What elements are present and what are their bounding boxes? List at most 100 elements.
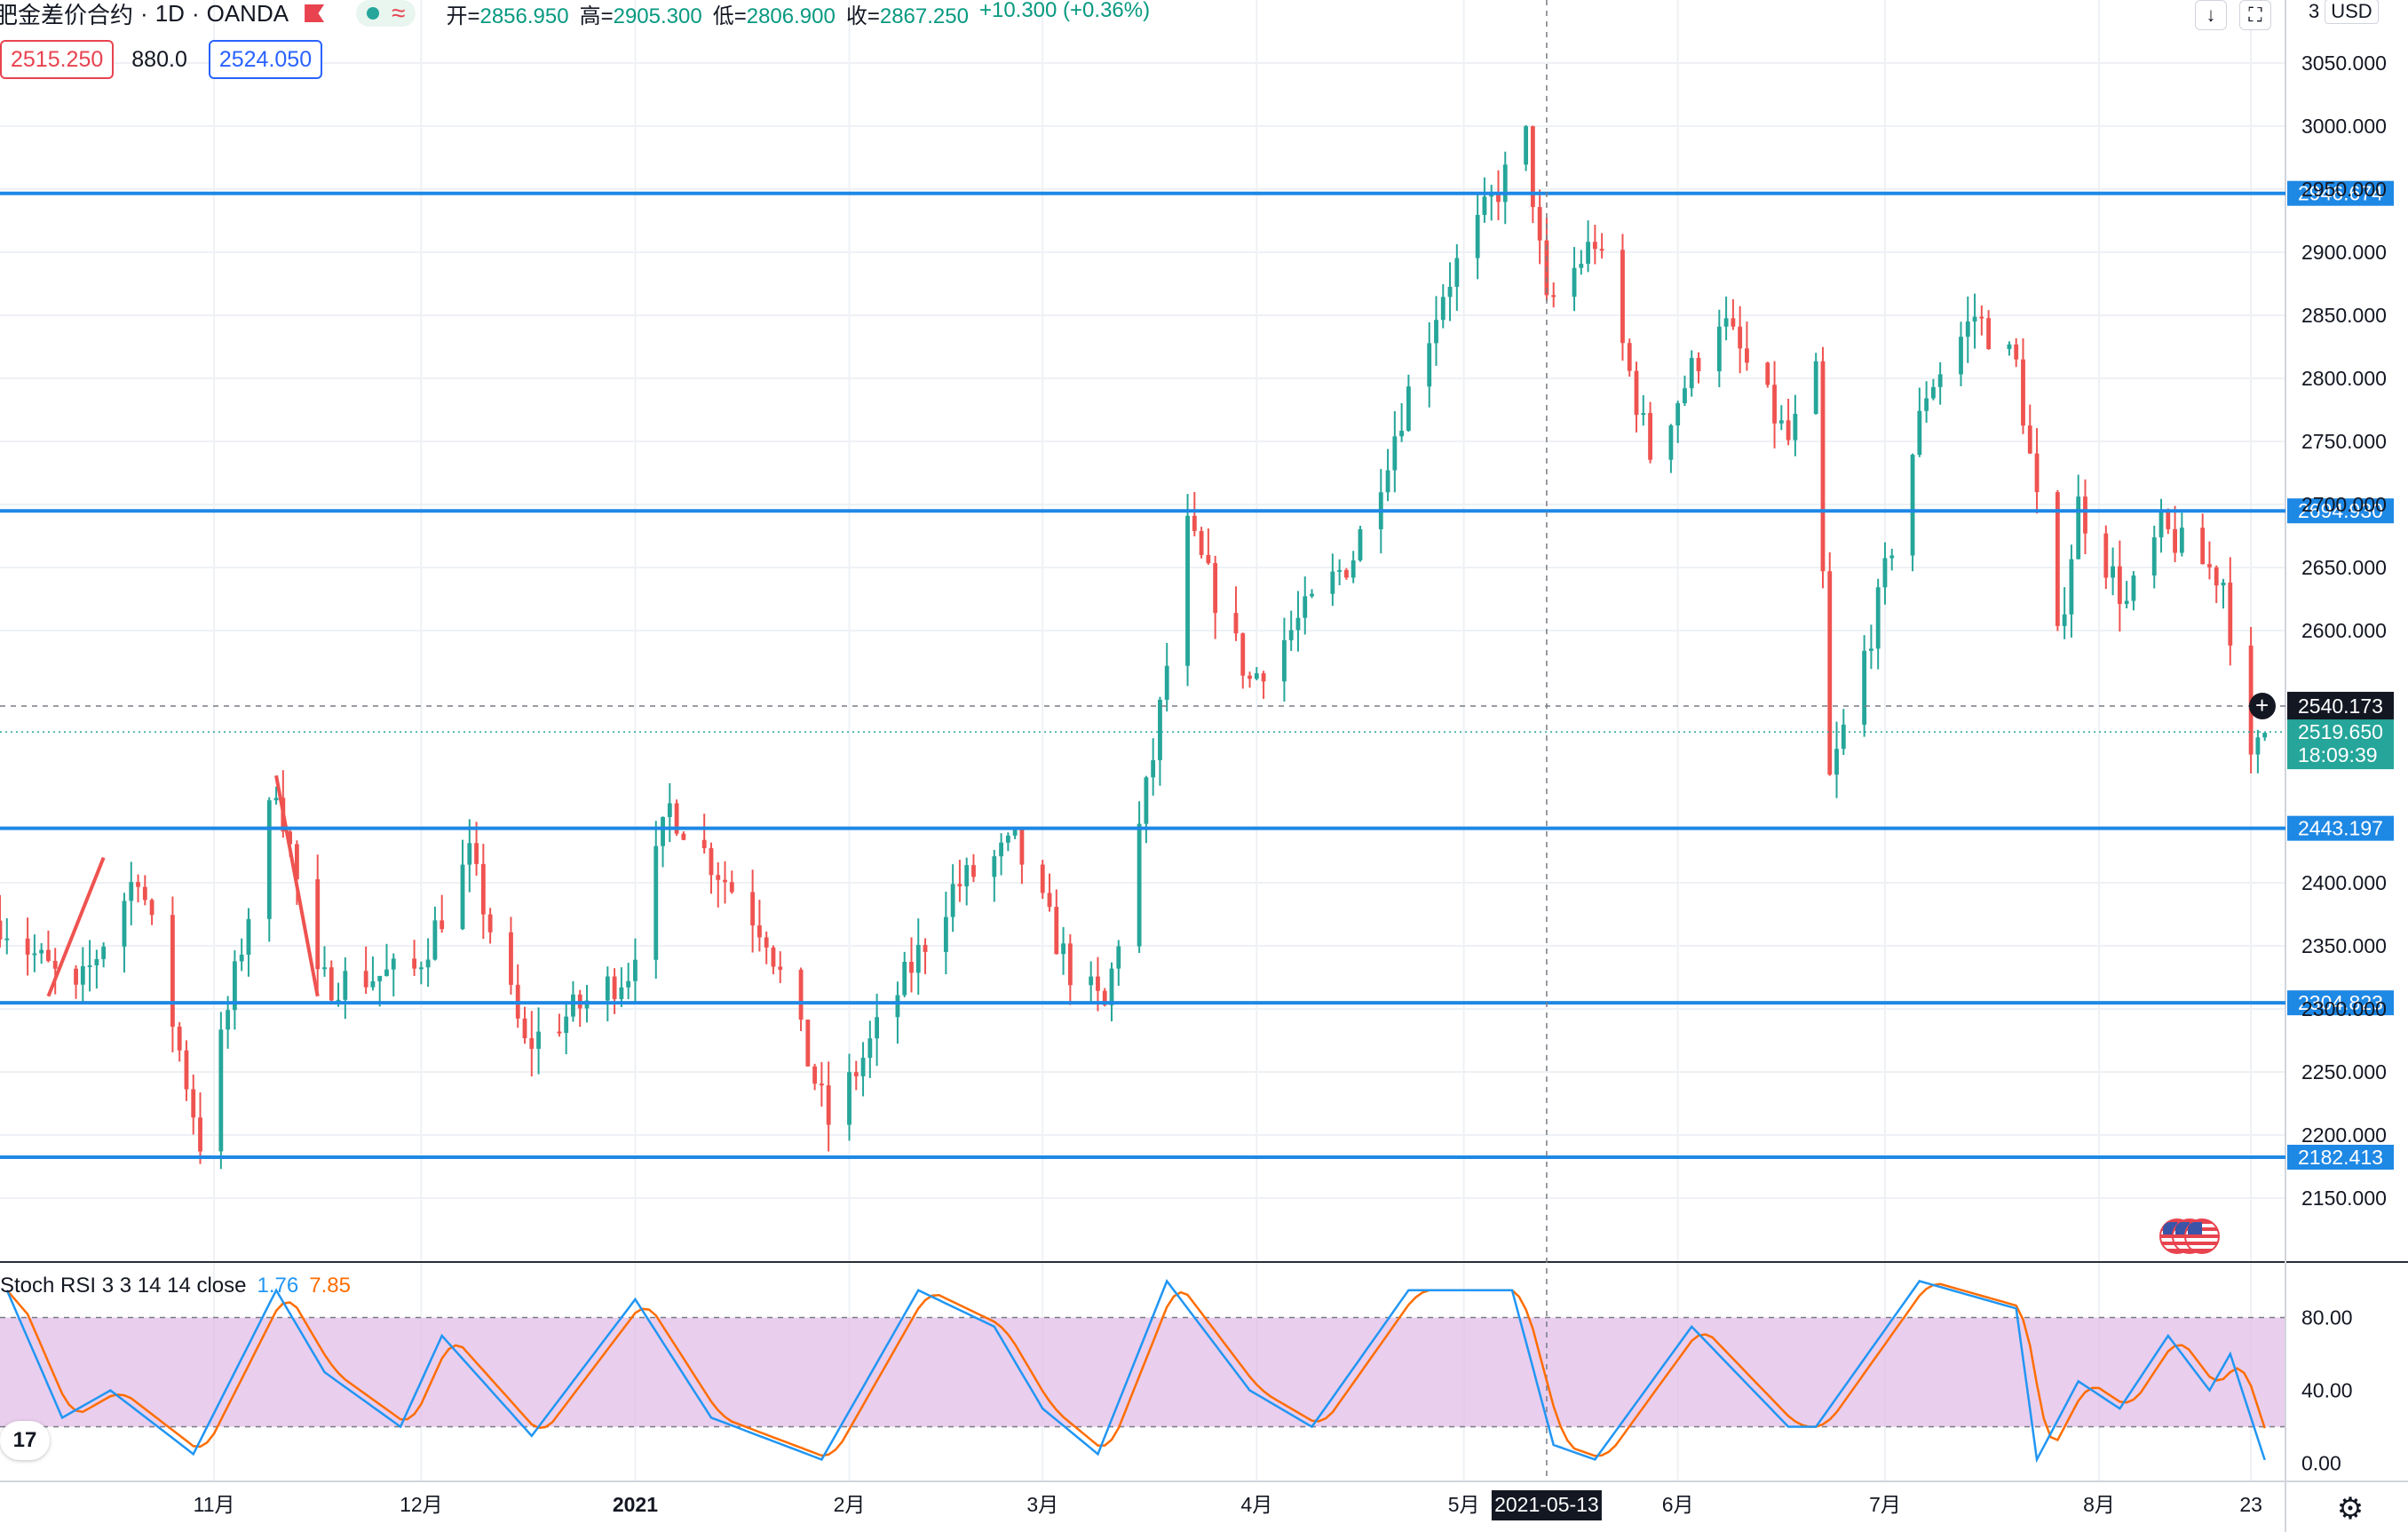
candle bbox=[170, 915, 175, 1028]
candle bbox=[1683, 388, 1687, 404]
price-tick-label: 2750.000 bbox=[2301, 430, 2387, 453]
economic-events-icon[interactable] bbox=[2159, 1218, 2227, 1254]
candle bbox=[2131, 575, 2136, 601]
candle bbox=[142, 886, 147, 901]
candle bbox=[343, 971, 348, 1000]
candle bbox=[25, 938, 30, 955]
candle bbox=[1019, 829, 1025, 865]
price-tick-label: 2250.000 bbox=[2301, 1060, 2387, 1084]
candle bbox=[294, 844, 299, 880]
symbol-name[interactable]: 肥金差价合约 bbox=[0, 1, 134, 28]
flag-icon[interactable] bbox=[305, 4, 324, 22]
candle bbox=[1144, 777, 1149, 824]
candle bbox=[1067, 943, 1073, 986]
candle bbox=[1627, 343, 1632, 371]
candle bbox=[4, 938, 10, 941]
candle bbox=[1047, 893, 1052, 908]
candle bbox=[80, 965, 85, 985]
sell-button[interactable]: 2515.250 bbox=[0, 40, 115, 79]
candle bbox=[1489, 194, 1494, 197]
arrow-down-icon[interactable]: ↓ bbox=[2195, 0, 2227, 30]
candle bbox=[681, 833, 686, 840]
candle bbox=[101, 946, 107, 959]
stoch-k-line bbox=[5, 1278, 2266, 1464]
candle bbox=[1965, 321, 1970, 337]
candle bbox=[999, 842, 1003, 857]
candle bbox=[377, 975, 383, 981]
indicator-name: Stoch RSI 3 3 14 14 close bbox=[0, 1274, 247, 1298]
candle bbox=[191, 1089, 196, 1118]
stoch-band bbox=[0, 1317, 2285, 1427]
time-tick-label: 4月 bbox=[1240, 1493, 1272, 1516]
candle bbox=[232, 961, 237, 1011]
candle bbox=[1406, 386, 1411, 432]
tradingview-logo-icon[interactable]: 17 bbox=[0, 1421, 50, 1460]
candle bbox=[2007, 344, 2012, 349]
candle bbox=[74, 968, 78, 985]
candle bbox=[564, 1016, 569, 1033]
time-tick-label: 8月 bbox=[2083, 1493, 2115, 1516]
candle bbox=[626, 980, 631, 988]
price-tick-label: 2800.000 bbox=[2301, 367, 2387, 390]
level-price-label: 2443.197 bbox=[2298, 817, 2383, 840]
candle bbox=[1675, 403, 1681, 426]
candle bbox=[2179, 528, 2184, 553]
candle bbox=[480, 863, 486, 915]
candle bbox=[1282, 639, 1287, 682]
candle bbox=[1447, 286, 1453, 298]
time-tick-label: 2月 bbox=[834, 1493, 866, 1516]
time-tick-label: 7月 bbox=[1869, 1493, 1901, 1516]
candle bbox=[218, 1029, 224, 1152]
candle bbox=[1158, 699, 1162, 760]
indicator-legend[interactable]: Stoch RSI 3 3 14 14 close 1.76 7.85 bbox=[0, 1274, 351, 1298]
candle bbox=[1689, 357, 1694, 389]
candle bbox=[0, 920, 3, 940]
candle bbox=[1151, 759, 1156, 778]
candle bbox=[1986, 318, 1992, 349]
candle bbox=[1813, 361, 1818, 414]
price-tick-label: 2150.000 bbox=[2301, 1187, 2387, 1210]
candle bbox=[1330, 571, 1335, 594]
interval-label[interactable]: 1D bbox=[154, 0, 185, 27]
candle bbox=[826, 1085, 831, 1125]
candle bbox=[1440, 297, 1446, 321]
change-value: +10.300 (+0.36%) bbox=[978, 0, 1151, 22]
candle bbox=[1579, 264, 1584, 268]
candle bbox=[322, 967, 327, 970]
level-price-label: 2946.674 bbox=[2298, 182, 2383, 205]
candle bbox=[52, 960, 58, 969]
candle bbox=[529, 1038, 535, 1049]
candle bbox=[1199, 530, 1204, 555]
candle bbox=[363, 971, 368, 988]
header-separator: · bbox=[140, 0, 148, 27]
open-label: 开 bbox=[446, 4, 468, 28]
candle bbox=[812, 1066, 818, 1084]
time-tick-label: 11月 bbox=[194, 1493, 235, 1516]
candle bbox=[1482, 196, 1487, 215]
candle bbox=[94, 958, 99, 965]
currency-ticker: 3 bbox=[2309, 0, 2320, 22]
add-alert-icon[interactable] bbox=[2249, 692, 2276, 719]
candle bbox=[902, 962, 907, 996]
candle bbox=[1288, 630, 1294, 640]
candle bbox=[266, 800, 272, 919]
fullscreen-icon[interactable]: ⛶ bbox=[2239, 0, 2271, 30]
level-price-label: 2694.930 bbox=[2298, 499, 2383, 522]
settings-gear-icon[interactable]: ⚙ bbox=[2336, 1492, 2364, 1526]
candle bbox=[1102, 990, 1107, 1005]
buy-button[interactable]: 2524.050 bbox=[208, 40, 323, 79]
candle bbox=[1696, 357, 1701, 371]
candle bbox=[1343, 569, 1349, 578]
candle bbox=[1586, 242, 1590, 265]
candle bbox=[1399, 431, 1405, 437]
spread-value: 880.0 bbox=[131, 46, 187, 72]
currency-selector[interactable]: 3 USD bbox=[2309, 0, 2379, 24]
candle bbox=[1530, 126, 1535, 208]
stoch-tick-label: 0.00 bbox=[2301, 1452, 2341, 1475]
market-status-pill[interactable]: ≈ bbox=[356, 0, 416, 27]
candle bbox=[1910, 455, 1915, 556]
price-tick-label: 3000.000 bbox=[2301, 115, 2387, 138]
currency-label[interactable]: USD bbox=[2325, 0, 2379, 24]
candle bbox=[1882, 558, 1888, 588]
